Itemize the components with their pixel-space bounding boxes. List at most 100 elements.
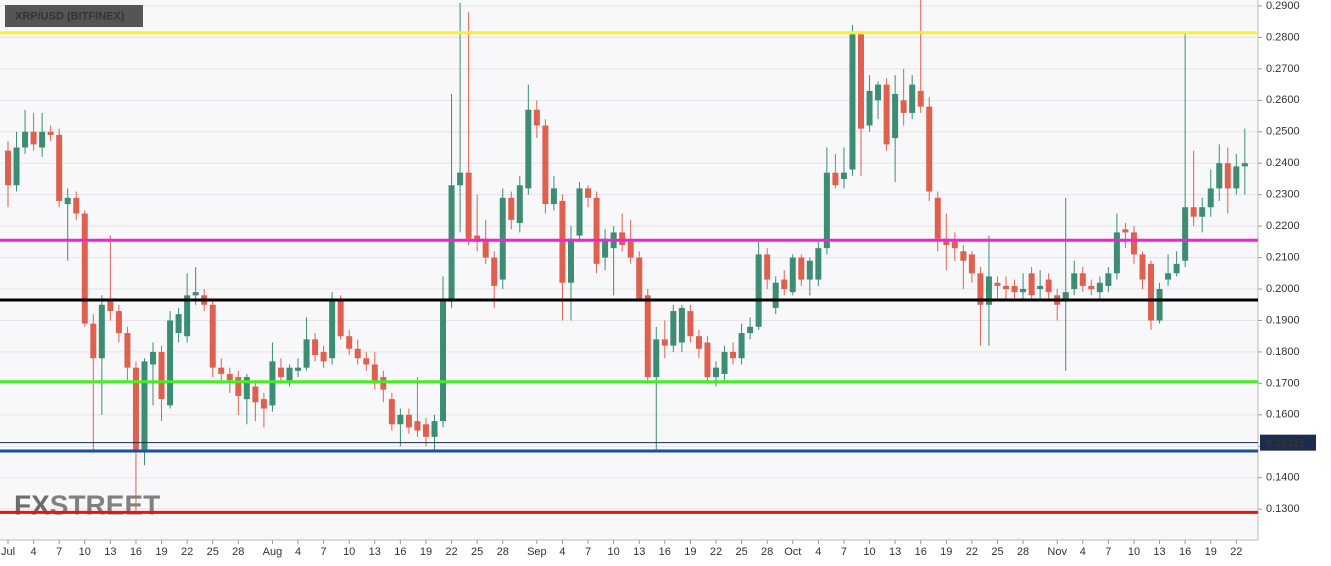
x-tick-label: 19	[155, 546, 167, 558]
candle-body	[858, 34, 864, 129]
candle-body	[576, 188, 583, 236]
candle-body	[371, 364, 378, 384]
candle-body	[619, 232, 626, 245]
candle-body	[644, 295, 651, 378]
x-tick-label: 10	[79, 546, 91, 558]
x-tick-label: 13	[104, 546, 116, 558]
x-tick-label: 16	[659, 546, 671, 558]
candle-body	[491, 257, 498, 286]
candle-body	[295, 367, 302, 371]
candle-body	[789, 257, 796, 293]
candle-body	[422, 424, 429, 437]
candle-body	[525, 109, 532, 189]
candle-body	[1045, 279, 1052, 293]
candle-body	[192, 292, 199, 296]
candle-body	[1105, 273, 1112, 286]
x-tick-label: 19	[940, 546, 952, 558]
candle-body	[64, 197, 71, 205]
candle-body	[482, 238, 489, 258]
candle-body	[1020, 289, 1027, 293]
x-tick-label: 19	[1205, 546, 1217, 558]
candle-body	[1139, 254, 1146, 280]
x-tick-label: 19	[684, 546, 696, 558]
candle-body	[798, 257, 805, 280]
x-tick-label: Aug	[263, 546, 283, 558]
candle-body	[559, 200, 566, 283]
candle-body	[687, 311, 694, 337]
candle-body	[1037, 285, 1044, 290]
candle-body	[823, 172, 830, 249]
candle-body	[414, 421, 421, 431]
y-tick-label: 0.2400	[1266, 157, 1300, 169]
price-tag-label: 0.15115	[1266, 438, 1305, 450]
candle-body	[909, 84, 916, 113]
x-tick-label: 22	[966, 546, 978, 558]
candle-body	[73, 197, 80, 214]
x-tick-label: 25	[207, 546, 219, 558]
candle-body	[832, 172, 839, 186]
candle-body	[670, 311, 677, 346]
candle-body	[1207, 188, 1214, 208]
x-tick-label: 22	[445, 546, 457, 558]
candle-body	[39, 131, 46, 148]
candle-body	[1096, 282, 1103, 293]
x-tick-label: 22	[710, 546, 722, 558]
x-tick-label: 28	[497, 546, 509, 558]
plot-background	[0, 0, 1258, 540]
candle-body	[1011, 285, 1018, 293]
candle-body	[115, 311, 122, 334]
candle-body	[277, 367, 284, 378]
y-tick-label: 0.2000	[1266, 283, 1300, 295]
candle-body	[985, 276, 992, 305]
candle-body	[1173, 263, 1180, 274]
candle-body	[218, 367, 225, 374]
candle-body	[312, 339, 319, 356]
x-tick-label: 16	[915, 546, 927, 558]
x-tick-label: 25	[735, 546, 747, 558]
candle-body	[567, 238, 574, 283]
candle-body	[457, 172, 464, 186]
title-box	[5, 5, 143, 27]
candle-body	[397, 414, 404, 425]
candle-body	[900, 100, 907, 113]
candle-body	[542, 125, 549, 205]
x-tick-label: Sep	[527, 546, 547, 558]
candle-body	[1241, 163, 1248, 167]
candle-body	[602, 238, 609, 258]
candle-body	[755, 254, 762, 327]
candle-body	[226, 373, 233, 381]
candle-body	[141, 361, 148, 450]
candle-body	[1148, 263, 1155, 321]
candle-body	[1079, 273, 1086, 286]
x-tick-label: 25	[471, 546, 483, 558]
x-tick-label: 4	[295, 546, 301, 558]
candle-body	[1088, 285, 1095, 290]
candle-body	[1003, 285, 1010, 290]
x-tick-label: 4	[559, 546, 565, 558]
candle-body	[260, 399, 267, 409]
candle-body	[781, 279, 788, 290]
candle-body	[815, 248, 822, 280]
candle-body	[354, 348, 361, 359]
candle-body	[269, 361, 276, 406]
x-tick-label: 13	[889, 546, 901, 558]
candle-body	[337, 298, 344, 337]
candle-body	[533, 109, 540, 126]
x-tick-label: 19	[420, 546, 432, 558]
candle-body	[968, 254, 975, 274]
candle-body	[917, 90, 924, 107]
candle-body	[286, 367, 293, 381]
x-tick-label: 10	[608, 546, 620, 558]
candle-body	[440, 298, 447, 422]
y-tick-label: 0.2300	[1266, 189, 1300, 201]
candle-body	[721, 351, 728, 374]
x-tick-label: 4	[815, 546, 821, 558]
candle-body	[1182, 207, 1189, 261]
price-tag	[1260, 434, 1316, 451]
candle-body	[866, 90, 873, 126]
candle-body	[13, 147, 20, 186]
y-tick-label: 0.1400	[1266, 472, 1300, 484]
y-tick-label: 0.2700	[1266, 63, 1300, 75]
y-tick-label: 0.2900	[1266, 0, 1300, 12]
